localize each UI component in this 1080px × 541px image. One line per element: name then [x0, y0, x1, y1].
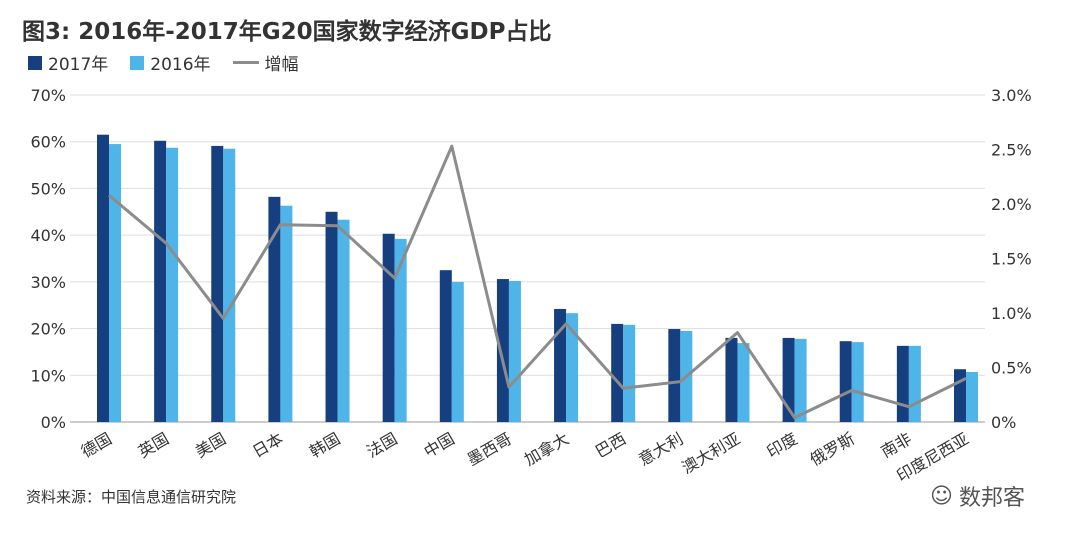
x-tick-label: 俄罗斯	[807, 429, 858, 469]
legend-label: 2017年	[48, 55, 109, 75]
bar-2017	[839, 341, 852, 422]
x-tick-label: 韩国	[306, 429, 343, 461]
y-tick-left: 0%	[41, 413, 66, 432]
y-tick-left: 10%	[30, 366, 66, 385]
y-tick-right: 2.5%	[991, 141, 1032, 160]
bar-2017	[211, 145, 224, 422]
bar-2016	[623, 324, 636, 422]
bar-2016	[394, 238, 407, 422]
bar-2017	[382, 233, 395, 422]
x-tick-label: 澳大利亚	[679, 429, 744, 477]
bar-2017	[725, 337, 738, 422]
y-tick-left: 20%	[30, 320, 66, 339]
bar-2017	[325, 211, 338, 422]
bar-2016	[566, 313, 579, 422]
x-tick-label: 印度	[763, 429, 800, 461]
bar-2016	[794, 338, 807, 422]
y-tick-left: 30%	[30, 273, 66, 292]
legend-swatch	[130, 55, 145, 70]
bar-2017	[782, 337, 795, 422]
bar-2016	[166, 147, 179, 422]
bar-2017	[268, 196, 281, 422]
bar-2016	[109, 144, 121, 423]
x-tick-label: 加拿大	[521, 429, 572, 469]
bar-2016	[966, 372, 978, 422]
x-tick-label: 中国	[421, 429, 458, 461]
y-tick-right: 0%	[991, 413, 1016, 432]
legend-label: 增幅	[264, 55, 299, 75]
x-tick-label: 巴西	[592, 429, 629, 461]
legend-line	[232, 61, 259, 64]
bar-2016	[737, 343, 750, 422]
x-tick-label: 美国	[192, 429, 229, 461]
bar-2016	[451, 281, 464, 422]
legend-item-2016: 2016年	[130, 50, 211, 75]
bar-2017	[611, 323, 624, 422]
y-tick-right: 1.0%	[991, 304, 1032, 323]
bar-2017	[154, 140, 167, 422]
y-tick-right: 3.0%	[991, 86, 1032, 105]
y-tick-right: 0.5%	[991, 359, 1032, 378]
bar-2016	[223, 148, 236, 422]
y-tick-left: 70%	[30, 86, 66, 105]
bar-2016	[508, 280, 521, 422]
legend-swatch	[28, 55, 42, 70]
bar-2017	[954, 369, 966, 422]
bar-2016	[337, 219, 350, 422]
x-tick-label: 墨西哥	[464, 429, 515, 469]
bar-2016	[908, 345, 921, 422]
x-tick-label: 德国	[78, 429, 115, 461]
legend-label: 2016年	[150, 55, 211, 75]
x-tick-label: 意大利	[635, 429, 686, 469]
watermark-text: 数邦客	[958, 486, 1025, 511]
bar-2016	[280, 205, 293, 422]
bar-2017	[896, 345, 909, 422]
growth-line	[108, 144, 967, 420]
bar-2017	[439, 270, 452, 422]
x-tick-label: 法国	[363, 429, 400, 461]
bar-2016	[851, 342, 864, 422]
bar-2017	[97, 134, 109, 422]
source-note: 资料来源：中国信息通信研究院	[26, 488, 237, 506]
y-tick-left: 60%	[30, 133, 66, 152]
legend-item-2017: 2017年	[28, 50, 108, 75]
y-tick-left: 40%	[30, 226, 66, 245]
x-tick-label: 日本	[249, 429, 286, 461]
bar-2017	[668, 329, 681, 422]
legend-item-growth: 增幅	[232, 50, 299, 75]
y-tick-right: 1.5%	[991, 250, 1032, 269]
legend: 2017年 2016年 增幅	[28, 50, 299, 75]
x-tick-label: 南非	[878, 429, 915, 461]
bar-2017	[496, 279, 509, 422]
x-tick-label: 英国	[135, 429, 172, 461]
y-tick-left: 50%	[30, 179, 66, 198]
wechat-icon: ☺	[930, 483, 953, 509]
chart-title: 图3: 2016年-2017年G20国家数字经济GDP占比	[22, 19, 552, 45]
watermark: ☺ 数邦客	[930, 480, 1025, 512]
y-tick-right: 2.0%	[991, 195, 1032, 214]
bar-2017	[554, 308, 567, 422]
